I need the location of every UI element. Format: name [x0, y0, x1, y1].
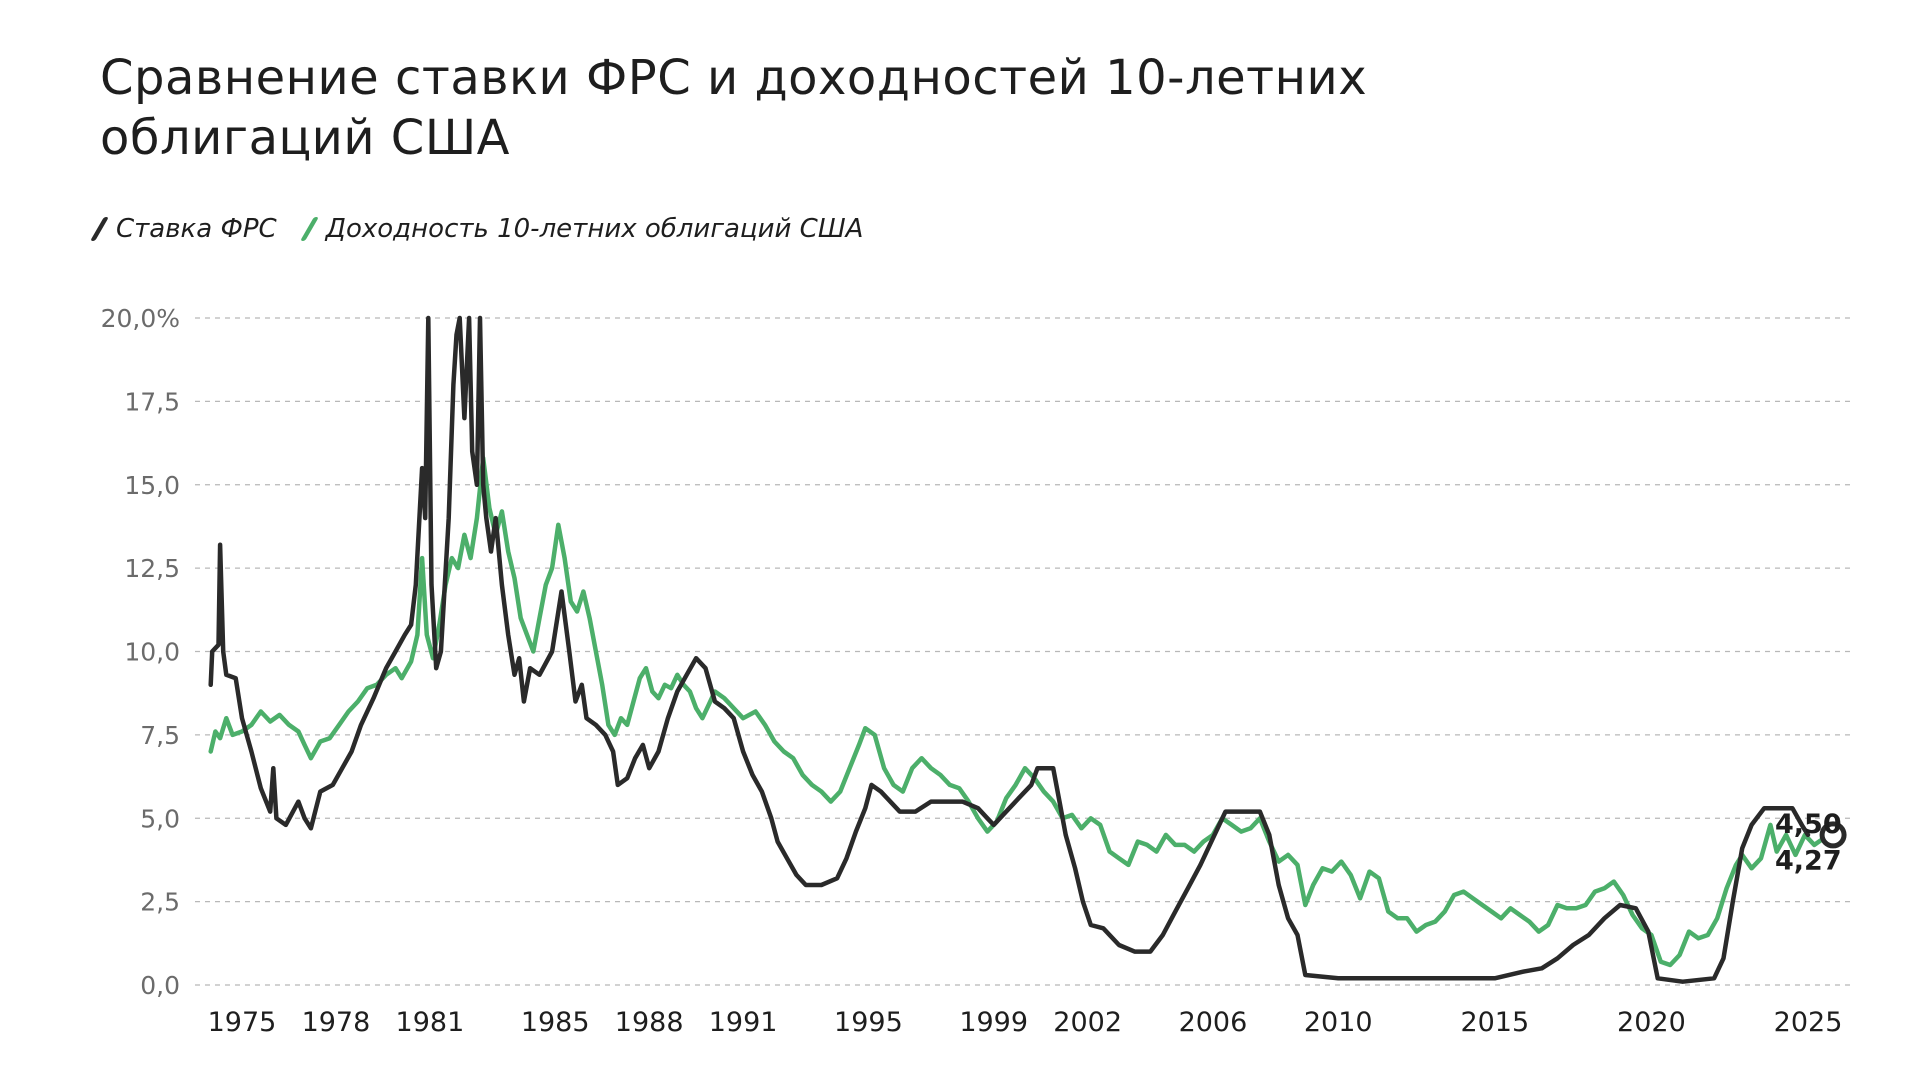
x-tick-label: 1975: [208, 1007, 277, 1038]
x-tick-label: 1981: [396, 1007, 465, 1038]
series-lines: [208, 315, 1836, 984]
legend-item-fed-rate: Ставка ФРС: [90, 214, 277, 244]
fed-rate-line: [208, 315, 1811, 984]
chart-title: Сравнение ставки ФРС и доходностей 10-ле…: [100, 50, 1368, 166]
legend-label-treasury-yield: Доходность 10-летних облигаций США: [325, 214, 864, 244]
y-tick-label: 12,5: [124, 554, 180, 583]
x-tick-label: 1999: [959, 1007, 1028, 1038]
y-tick-label: 17,5: [124, 387, 180, 416]
x-tick-label: 2015: [1460, 1007, 1529, 1038]
x-tick-label: 1991: [709, 1007, 778, 1038]
y-tick-label: 10,0: [124, 638, 180, 667]
y-tick-label: 15,0: [124, 471, 180, 500]
x-tick-label: 1995: [834, 1007, 903, 1038]
x-axis-ticks: 1975 1978 1981 1985 1988 1991 1995 1999 2002 2006…: [208, 1007, 1843, 1038]
legend-item-treasury-yield: Доходность 10-летних облигаций США: [299, 214, 864, 244]
x-tick-label: 2020: [1617, 1007, 1686, 1038]
y-tick-label: 2,5: [140, 888, 180, 917]
gridlines: [195, 317, 1855, 986]
x-tick-label: 1988: [615, 1007, 684, 1038]
treasury-yield-end-label: 4,27: [1775, 846, 1842, 877]
legend: Ставка ФРС Доходность 10-летних облигаци…: [90, 214, 893, 244]
x-tick-label: 2006: [1179, 1007, 1248, 1038]
fed-rate-end-marker: [1819, 821, 1847, 849]
x-tick-label: 1985: [521, 1007, 590, 1038]
x-tick-label: 2025: [1774, 1007, 1843, 1038]
legend-label-fed-rate: Ставка ФРС: [116, 214, 277, 244]
fed-rate-end-label: 4,50: [1775, 809, 1842, 840]
x-tick-label: 2010: [1304, 1007, 1373, 1038]
treasury-yield-line: [208, 455, 1836, 968]
y-axis-ticks: 20,0% 17,5 15,0 12,5 10,0 7,5 5,0 2,5 0,0: [101, 304, 180, 1000]
y-tick-label: 5,0: [140, 804, 180, 833]
y-tick-label: 20,0%: [101, 304, 180, 333]
end-labels: 4,50 4,27: [1775, 809, 1847, 877]
x-tick-label: 2002: [1053, 1007, 1122, 1038]
x-tick-label: 1978: [302, 1007, 371, 1038]
y-tick-label: 7,5: [140, 721, 180, 750]
y-tick-label: 0,0: [140, 971, 180, 1000]
